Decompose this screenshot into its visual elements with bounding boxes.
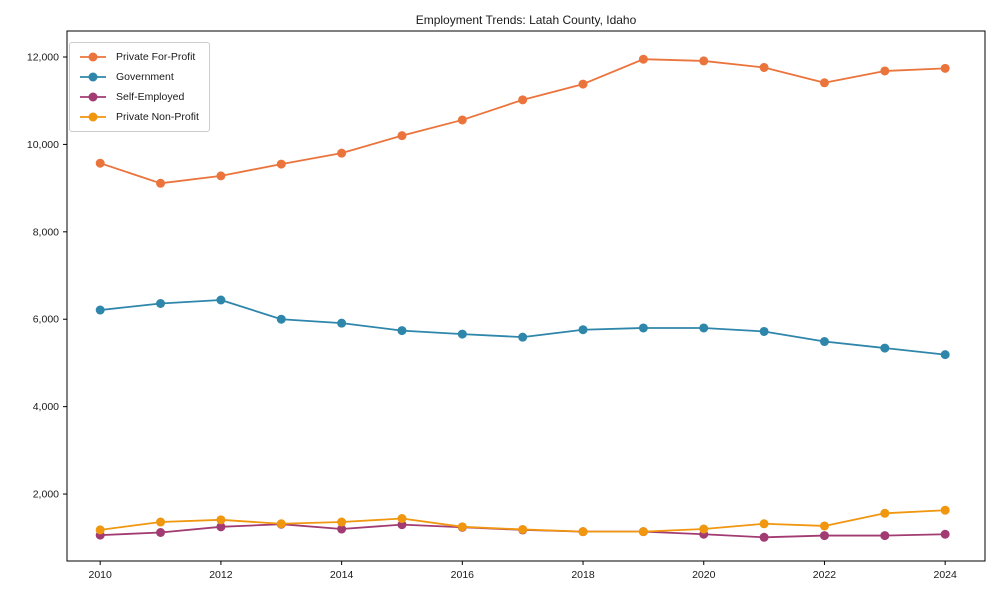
data-point-private-for-profit — [940, 63, 950, 73]
data-point-private-non-profit — [156, 517, 166, 527]
data-point-private-for-profit — [880, 66, 890, 76]
data-point-private-for-profit — [216, 171, 226, 181]
data-point-government — [216, 295, 226, 305]
data-point-private-for-profit — [578, 79, 588, 89]
x-tick-label: 2014 — [330, 569, 354, 581]
x-tick-label: 2012 — [209, 569, 233, 581]
data-point-self-employed — [216, 522, 226, 532]
legend-label: Private Non-Profit — [116, 111, 199, 123]
y-tick-label: 2,000 — [33, 489, 59, 501]
data-point-private-non-profit — [940, 505, 950, 515]
data-point-government — [819, 337, 829, 347]
legend-label: Government — [116, 71, 174, 83]
data-point-government — [337, 318, 347, 328]
legend-swatch-icon — [80, 52, 106, 62]
data-point-government — [518, 332, 528, 342]
data-point-private-non-profit — [95, 525, 105, 535]
data-point-private-for-profit — [156, 178, 166, 188]
data-point-private-for-profit — [759, 62, 769, 72]
legend-item-private-non-profit: Private Non-Profit — [79, 110, 199, 124]
data-point-private-non-profit — [216, 515, 226, 525]
data-point-government — [699, 323, 709, 333]
x-tick-label: 2018 — [571, 569, 595, 581]
data-point-private-non-profit — [759, 519, 769, 529]
data-point-government — [397, 326, 407, 336]
chart-title: Employment Trends: Latah County, Idaho — [415, 13, 637, 27]
data-point-private-non-profit — [699, 524, 709, 534]
data-point-self-employed — [880, 531, 890, 541]
legend-marker-icon — [88, 92, 98, 102]
data-point-private-non-profit — [518, 524, 528, 534]
data-point-government — [156, 298, 166, 308]
legend-swatch-icon — [80, 72, 106, 82]
legend-item-government: Government — [79, 70, 199, 84]
data-point-self-employed — [156, 528, 166, 538]
legend-marker-icon — [88, 72, 98, 82]
legend-swatch-icon — [80, 112, 106, 122]
data-point-private-for-profit — [699, 56, 709, 66]
legend-label: Private For-Profit — [116, 51, 196, 63]
x-tick-label: 2024 — [933, 569, 957, 581]
data-point-private-for-profit — [518, 95, 528, 105]
x-tick-label: 2022 — [813, 569, 837, 581]
data-point-self-employed — [940, 529, 950, 539]
data-point-private-for-profit — [397, 131, 407, 141]
data-point-government — [880, 343, 890, 353]
y-tick-label: 8,000 — [33, 226, 59, 238]
legend-marker-icon — [88, 52, 98, 62]
y-tick-label: 10,000 — [27, 139, 59, 151]
data-point-private-non-profit — [880, 508, 890, 518]
data-point-self-employed — [337, 524, 347, 534]
data-point-private-non-profit — [819, 521, 829, 531]
data-point-government — [940, 350, 950, 360]
data-point-private-non-profit — [578, 527, 588, 537]
plot-frame — [66, 30, 986, 562]
legend-label: Self-Employed — [116, 91, 185, 103]
data-point-government — [276, 314, 286, 324]
data-point-government — [457, 329, 467, 339]
data-point-private-non-profit — [457, 522, 467, 532]
data-point-private-non-profit — [276, 519, 286, 529]
data-point-self-employed — [819, 531, 829, 541]
data-point-private-for-profit — [819, 78, 829, 88]
legend-item-self-employed: Self-Employed — [79, 90, 199, 104]
y-tick-label: 4,000 — [33, 401, 59, 413]
data-point-government — [578, 325, 588, 335]
y-tick-label: 12,000 — [27, 52, 59, 64]
data-point-private-non-profit — [337, 517, 347, 527]
series-line-government — [100, 299, 946, 356]
data-point-private-non-profit — [397, 514, 407, 524]
data-point-government — [759, 326, 769, 336]
data-point-private-for-profit — [276, 159, 286, 169]
y-tick-label: 6,000 — [33, 314, 59, 326]
x-tick-label: 2010 — [89, 569, 113, 581]
data-point-private-for-profit — [337, 148, 347, 158]
data-point-private-non-profit — [638, 527, 648, 537]
chart-legend: Private For-Profit Government Self-Employe… — [69, 42, 210, 132]
data-point-private-for-profit — [95, 158, 105, 168]
series-line-private-for-profit — [99, 58, 946, 185]
data-point-self-employed — [759, 532, 769, 542]
legend-swatch-icon — [80, 92, 106, 102]
x-tick-label: 2016 — [451, 569, 475, 581]
x-tick-label: 2020 — [692, 569, 716, 581]
data-point-private-for-profit — [638, 54, 648, 64]
data-point-private-for-profit — [457, 115, 467, 125]
data-point-government — [638, 323, 648, 333]
legend-item-private-for-profit: Private For-Profit — [79, 50, 199, 64]
legend-marker-icon — [88, 112, 98, 122]
data-point-government — [95, 305, 105, 315]
